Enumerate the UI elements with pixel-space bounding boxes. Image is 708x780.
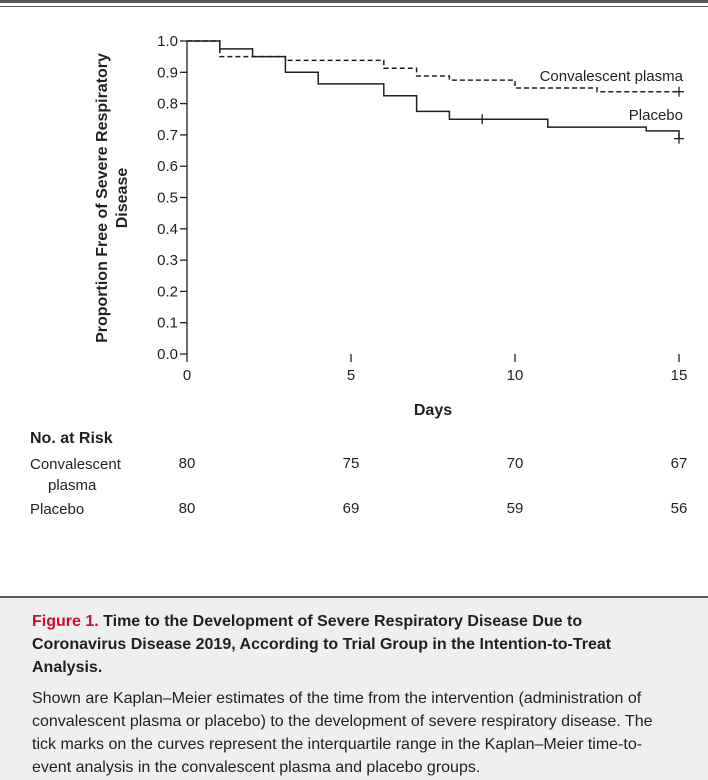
series-line-placebo — [187, 40, 680, 139]
caption-text: Shown are Kaplan–Meier estimates of the … — [32, 690, 653, 776]
y-tick-label: 0.4 — [157, 221, 178, 238]
chart-labels: 0.0 0.1 0.2 0.3 0.4 0.5 0.6 0.7 0.8 0.9 1.0 0 5 10 15 D… — [94, 33, 687, 419]
y-tick-label: 0.8 — [157, 96, 178, 113]
top-rule — [0, 0, 708, 3]
y-tick-label: 0.3 — [157, 252, 178, 269]
caption-title: Figure 1. Time to the Development of Sev… — [32, 610, 676, 679]
y-tick-label: 0.2 — [157, 283, 178, 300]
y-tick-label: 0.1 — [157, 315, 178, 332]
x-axis-label: Days — [414, 402, 452, 419]
x-tick-label: 5 — [347, 367, 355, 384]
x-tick-label: 10 — [507, 367, 524, 384]
top-rule-thin — [0, 6, 708, 7]
figure-caption: Figure 1. Time to the Development of Sev… — [0, 596, 708, 780]
x-tick-label: 0 — [183, 367, 191, 384]
figure-label: Figure 1. — [32, 613, 99, 630]
series-label-placebo: Placebo — [629, 107, 683, 124]
caption-title-text: Time to the Development of Severe Respir… — [32, 613, 612, 676]
y-tick-label: 0.7 — [157, 127, 178, 144]
y-tick-label: 0.5 — [157, 190, 178, 207]
chart-curves — [187, 40, 684, 144]
km-chart: 0.0 0.1 0.2 0.3 0.4 0.5 0.6 0.7 0.8 0.9 1.0 0 5 10 15 D… — [94, 33, 687, 419]
y-tick-label: 0.9 — [157, 64, 178, 81]
chart-axes — [180, 40, 680, 362]
series-label-convalescent-plasma: Convalescent plasma — [540, 68, 684, 85]
y-axis-label: Proportion Free of Severe Respiratory Dis… — [94, 53, 131, 343]
x-tick-label: 15 — [671, 367, 688, 384]
y-tick-label: 0.0 — [157, 346, 178, 363]
y-tick-label: 1.0 — [157, 33, 178, 50]
y-tick-label: 0.6 — [157, 158, 178, 175]
